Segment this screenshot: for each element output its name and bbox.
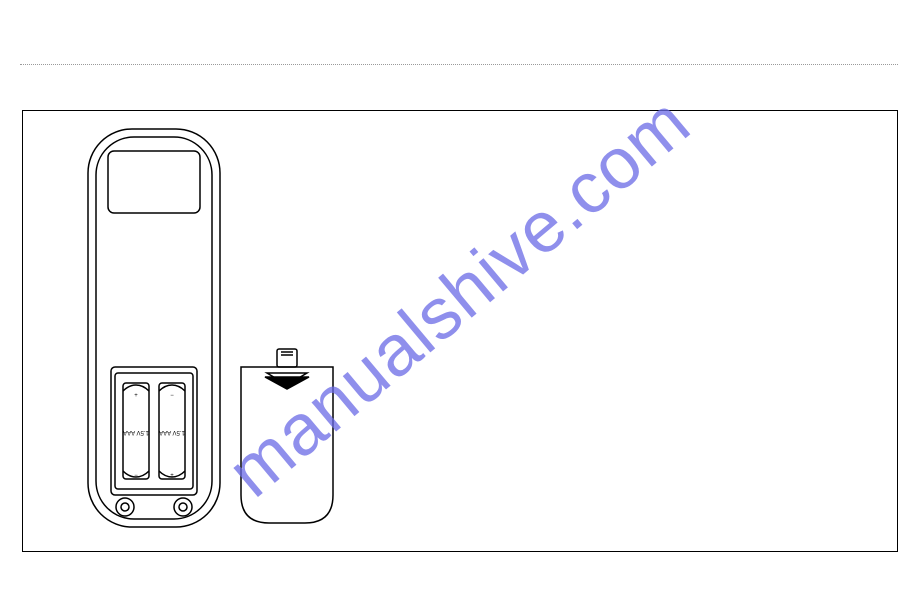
- figure-frame: + − 1.5V AAA − + 1.5V AAA: [22, 110, 898, 552]
- manual-page: + − 1.5V AAA − + 1.5V AAA: [0, 0, 918, 594]
- svg-text:−: −: [134, 473, 138, 479]
- battery-slot-1-label: 1.5V AAA: [123, 429, 149, 435]
- svg-text:+: +: [170, 473, 174, 479]
- svg-text:−: −: [170, 393, 174, 399]
- svg-text:+: +: [134, 393, 138, 399]
- remote-battery-diagram: + − 1.5V AAA − + 1.5V AAA: [23, 111, 897, 551]
- battery-slot-2-label: 1.5V AAA: [159, 429, 185, 435]
- dotted-divider: [20, 64, 898, 65]
